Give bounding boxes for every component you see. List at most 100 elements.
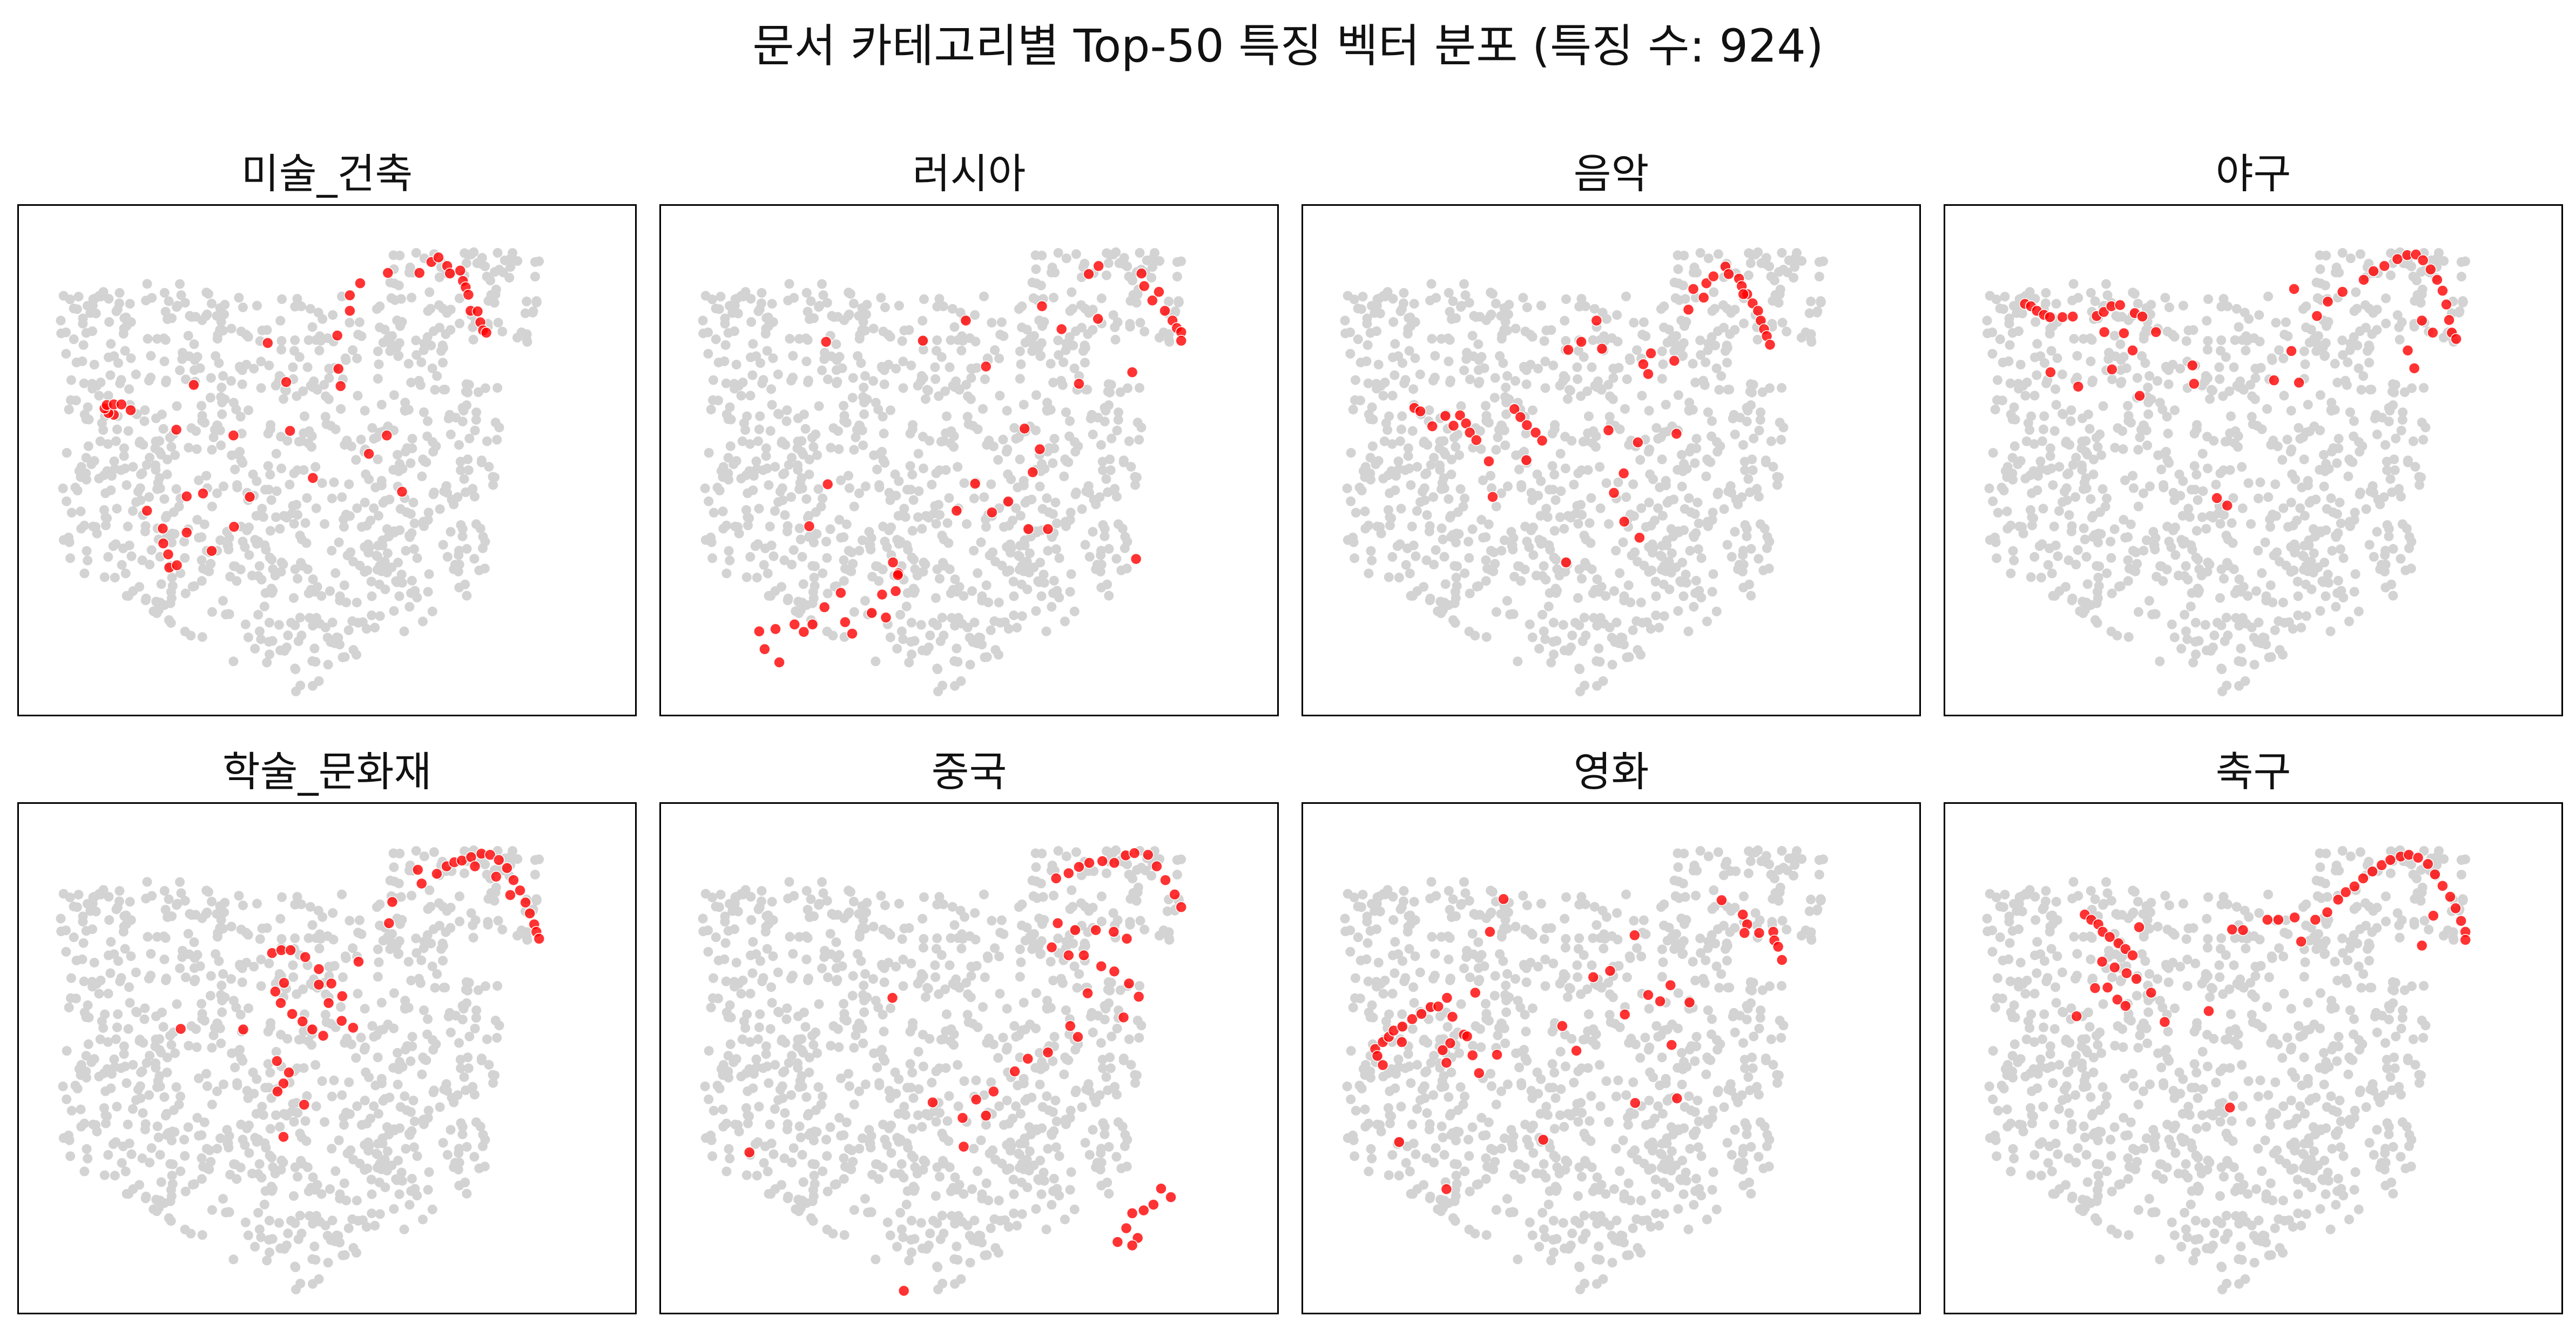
background-point [1548, 617, 1559, 628]
background-point [1035, 351, 1046, 361]
background-point [1088, 429, 1098, 440]
background-point [1356, 304, 1366, 314]
background-point [322, 633, 333, 643]
background-point [217, 409, 227, 419]
background-point [264, 958, 274, 969]
background-point [471, 415, 481, 425]
background-point [1653, 434, 1663, 444]
background-point [264, 617, 274, 628]
background-point [234, 293, 244, 303]
subplot-title: 미술_건축 [241, 150, 413, 198]
background-point [2026, 572, 2036, 582]
background-point [917, 645, 927, 655]
background-point [1651, 591, 1661, 601]
background-point [446, 325, 456, 335]
background-point [2263, 291, 2273, 301]
background-point [1489, 393, 1500, 403]
background-point [152, 1206, 162, 1217]
background-point [1024, 548, 1035, 559]
background-point [1560, 315, 1570, 326]
background-point [165, 1159, 176, 1169]
background-point [376, 400, 387, 410]
background-point [338, 972, 348, 983]
background-point [1381, 418, 1391, 428]
background-point [1552, 564, 1562, 574]
background-point [2332, 509, 2342, 519]
background-point [238, 302, 248, 312]
background-point [767, 400, 777, 410]
background-point [1065, 587, 1075, 597]
background-point [1767, 319, 1777, 329]
background-point [189, 937, 199, 948]
background-point [193, 475, 204, 486]
background-point [1998, 357, 2008, 367]
background-point [186, 1228, 196, 1239]
background-point [1015, 346, 1025, 357]
background-point [82, 1072, 92, 1083]
background-point [1560, 464, 1570, 474]
background-point [104, 950, 114, 960]
background-point [237, 963, 247, 973]
background-point [142, 877, 152, 887]
background-point [176, 290, 186, 300]
highlight-point [1560, 556, 1572, 568]
background-point [2244, 314, 2254, 324]
background-point [2201, 523, 2211, 534]
background-point [848, 298, 859, 308]
background-point [1437, 523, 1447, 533]
background-point [1431, 545, 1441, 555]
background-point [446, 1027, 456, 1038]
background-point [1049, 890, 1059, 901]
background-point [250, 1241, 260, 1252]
background-point [721, 568, 732, 579]
background-point [1501, 382, 1511, 393]
background-point [1764, 536, 1775, 547]
background-point [304, 933, 314, 943]
background-point [1504, 299, 1514, 310]
background-point [2458, 298, 2468, 308]
background-point [1017, 561, 1027, 571]
highlight-point [157, 522, 169, 535]
background-point [1711, 363, 1722, 373]
background-point [2188, 657, 2199, 668]
highlight-point [835, 587, 847, 599]
background-point [292, 465, 302, 475]
highlight-point [237, 1023, 249, 1036]
background-point [934, 574, 945, 584]
background-point [266, 583, 277, 594]
background-point [394, 466, 404, 476]
background-point [206, 971, 216, 981]
background-point [2025, 505, 2035, 515]
background-point [858, 440, 868, 451]
background-point [2345, 407, 2355, 418]
background-point [1101, 474, 1111, 484]
background-point [2186, 540, 2196, 550]
background-point [1408, 384, 1419, 394]
background-point [822, 553, 832, 563]
background-point [1622, 374, 1632, 385]
background-point [2303, 476, 2313, 486]
background-point [938, 301, 948, 312]
background-point [2332, 378, 2343, 388]
background-point [1659, 611, 1669, 621]
background-point [1680, 504, 1690, 514]
background-point [202, 1081, 212, 1091]
background-point [2381, 582, 2391, 593]
background-point [237, 977, 247, 988]
background-point [345, 318, 355, 328]
background-point [352, 353, 362, 364]
background-point [1573, 374, 1583, 384]
background-point [1692, 498, 1703, 508]
background-point [2093, 593, 2103, 603]
background-point [1111, 554, 1122, 564]
background-point [1435, 460, 1445, 471]
background-point [324, 373, 334, 383]
background-point [724, 546, 734, 556]
subplot-4: 야구 [1944, 139, 2563, 716]
background-point [2254, 310, 2264, 320]
background-point [907, 649, 917, 660]
background-point [2031, 317, 2041, 327]
background-point [1666, 524, 1676, 534]
background-point [1469, 311, 1479, 321]
background-point [171, 1082, 181, 1092]
